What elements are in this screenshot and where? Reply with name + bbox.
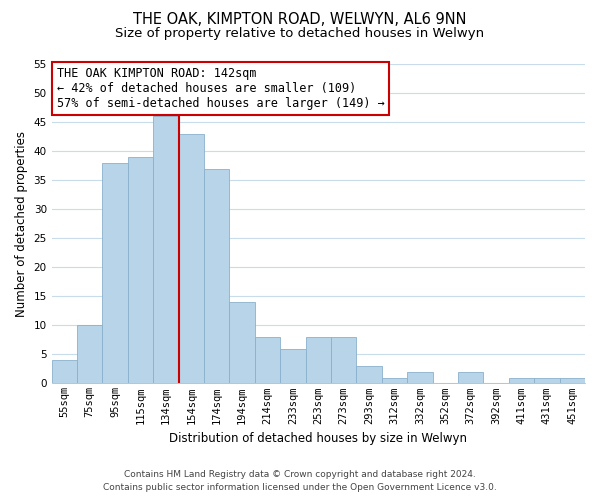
- Bar: [305, 337, 331, 384]
- Y-axis label: Number of detached properties: Number of detached properties: [15, 130, 28, 316]
- Bar: [103, 162, 128, 384]
- Text: THE OAK, KIMPTON ROAD, WELWYN, AL6 9NN: THE OAK, KIMPTON ROAD, WELWYN, AL6 9NN: [133, 12, 467, 28]
- Text: Size of property relative to detached houses in Welwyn: Size of property relative to detached ho…: [115, 28, 485, 40]
- Bar: [560, 378, 585, 384]
- Bar: [407, 372, 433, 384]
- Bar: [509, 378, 534, 384]
- Bar: [382, 378, 407, 384]
- Text: Contains HM Land Registry data © Crown copyright and database right 2024.
Contai: Contains HM Land Registry data © Crown c…: [103, 470, 497, 492]
- X-axis label: Distribution of detached houses by size in Welwyn: Distribution of detached houses by size …: [169, 432, 467, 445]
- Bar: [331, 337, 356, 384]
- Bar: [204, 168, 229, 384]
- Bar: [356, 366, 382, 384]
- Text: THE OAK KIMPTON ROAD: 142sqm
← 42% of detached houses are smaller (109)
57% of s: THE OAK KIMPTON ROAD: 142sqm ← 42% of de…: [57, 67, 385, 110]
- Bar: [534, 378, 560, 384]
- Bar: [77, 326, 103, 384]
- Bar: [280, 348, 305, 384]
- Bar: [153, 116, 179, 384]
- Bar: [255, 337, 280, 384]
- Bar: [179, 134, 204, 384]
- Bar: [229, 302, 255, 384]
- Bar: [128, 157, 153, 384]
- Bar: [52, 360, 77, 384]
- Bar: [458, 372, 484, 384]
